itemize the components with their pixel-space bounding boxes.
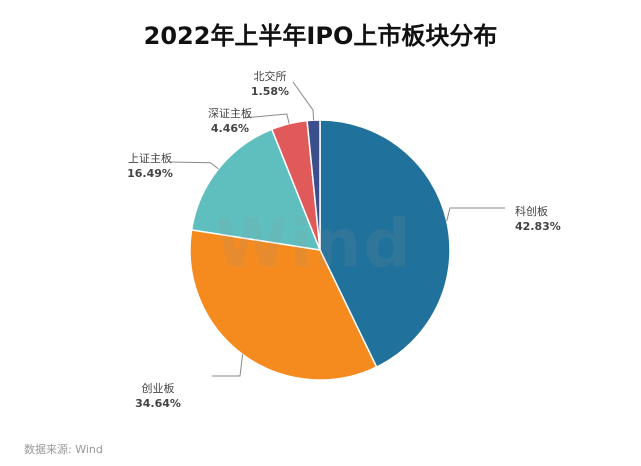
- slice-label-name-1: 科创板: [515, 204, 548, 218]
- slice-label-value-1: 42.83%: [515, 220, 561, 233]
- watermark-logo: Wind: [215, 205, 413, 282]
- slice-label-value-5: 1.58%: [251, 85, 289, 98]
- pie-slices: [189, 119, 451, 381]
- slice-label-name-5: 北交所: [254, 69, 287, 83]
- slice-label-value-2: 34.64%: [135, 397, 181, 410]
- source-note: 数据来源: Wind: [24, 443, 103, 456]
- slice-label-value-4: 4.46%: [211, 122, 249, 135]
- leader-line-1: [446, 207, 505, 222]
- leader-line-3: [169, 161, 219, 170]
- slice-label-name-3: 上证主板: [128, 151, 172, 165]
- leader-line-4: [242, 113, 290, 124]
- slice-label-name-4: 深证主板: [208, 106, 252, 120]
- leader-line-2: [212, 354, 244, 377]
- pie-slice-1: [319, 119, 451, 369]
- label-leader-lines: [169, 81, 505, 377]
- chart-title: 2022年上半年IPO上市板块分布: [143, 22, 498, 50]
- slice-labels: 科创板 42.83% 创业板 34.64% 上证主板 16.49% 深证主板 4.46% 北交所…: [127, 69, 561, 410]
- slice-label-name-2: 创业板: [142, 381, 175, 395]
- pie-slice-3: [190, 128, 322, 251]
- slice-label-value-3: 16.49%: [127, 167, 173, 180]
- leader-line-5: [292, 81, 314, 121]
